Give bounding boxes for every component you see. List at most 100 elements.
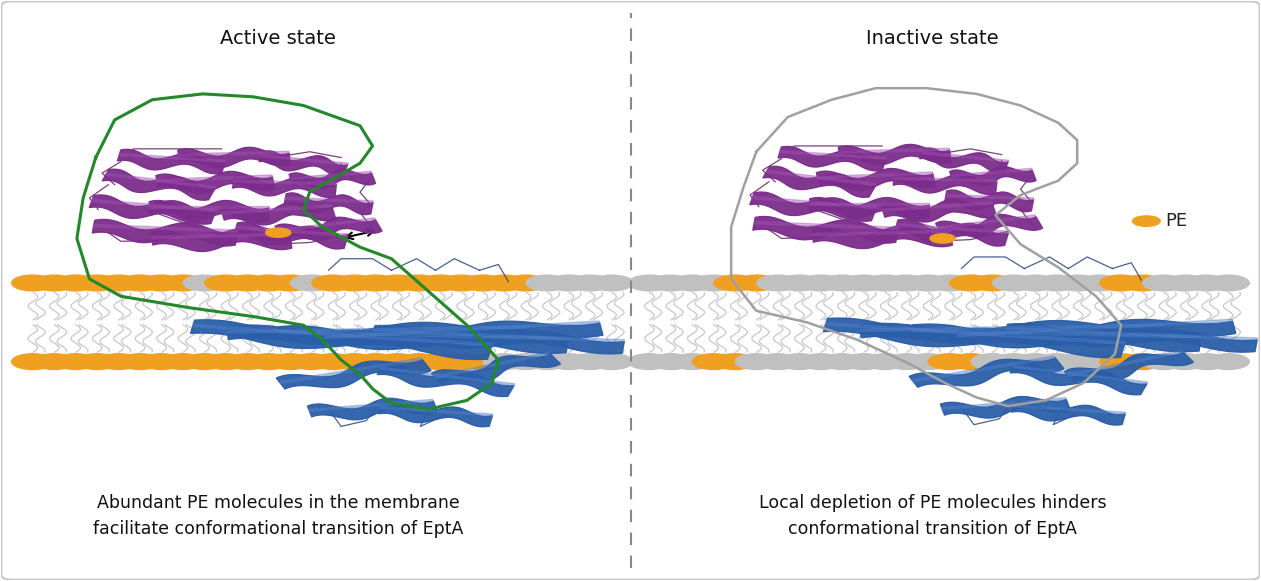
Ellipse shape bbox=[971, 275, 1014, 291]
Ellipse shape bbox=[590, 354, 633, 370]
Polygon shape bbox=[149, 206, 269, 208]
Polygon shape bbox=[1013, 405, 1126, 414]
Polygon shape bbox=[810, 203, 929, 205]
Ellipse shape bbox=[1035, 275, 1078, 291]
Polygon shape bbox=[233, 180, 337, 185]
Ellipse shape bbox=[885, 275, 928, 291]
Polygon shape bbox=[277, 326, 567, 353]
Ellipse shape bbox=[569, 275, 612, 291]
Polygon shape bbox=[897, 224, 1009, 234]
Ellipse shape bbox=[907, 354, 950, 370]
Ellipse shape bbox=[992, 354, 1035, 370]
Polygon shape bbox=[324, 321, 600, 339]
Ellipse shape bbox=[714, 275, 757, 291]
Ellipse shape bbox=[333, 275, 376, 291]
Ellipse shape bbox=[1185, 354, 1228, 370]
Polygon shape bbox=[881, 199, 996, 222]
Polygon shape bbox=[839, 148, 950, 153]
Polygon shape bbox=[767, 170, 876, 186]
Ellipse shape bbox=[1207, 275, 1250, 291]
Ellipse shape bbox=[397, 275, 440, 291]
Ellipse shape bbox=[504, 354, 547, 370]
Ellipse shape bbox=[76, 354, 119, 370]
Ellipse shape bbox=[54, 275, 97, 291]
Polygon shape bbox=[860, 324, 1163, 331]
Ellipse shape bbox=[929, 234, 955, 243]
Ellipse shape bbox=[1035, 354, 1078, 370]
Polygon shape bbox=[779, 150, 886, 159]
Ellipse shape bbox=[161, 354, 204, 370]
Polygon shape bbox=[92, 199, 217, 211]
Ellipse shape bbox=[821, 354, 864, 370]
Polygon shape bbox=[1067, 350, 1183, 376]
Polygon shape bbox=[812, 230, 951, 236]
Ellipse shape bbox=[714, 354, 757, 370]
Ellipse shape bbox=[269, 354, 311, 370]
Polygon shape bbox=[381, 407, 493, 416]
Ellipse shape bbox=[885, 354, 928, 370]
Polygon shape bbox=[236, 227, 348, 236]
Ellipse shape bbox=[33, 354, 76, 370]
Ellipse shape bbox=[1121, 354, 1164, 370]
Polygon shape bbox=[178, 148, 290, 168]
Ellipse shape bbox=[950, 354, 992, 370]
Ellipse shape bbox=[266, 228, 291, 237]
Ellipse shape bbox=[97, 275, 140, 291]
Ellipse shape bbox=[204, 354, 247, 370]
Polygon shape bbox=[381, 367, 514, 386]
Polygon shape bbox=[750, 192, 876, 221]
Ellipse shape bbox=[76, 275, 119, 291]
Polygon shape bbox=[193, 324, 492, 346]
Ellipse shape bbox=[97, 354, 140, 370]
Ellipse shape bbox=[778, 354, 821, 370]
Polygon shape bbox=[90, 195, 216, 224]
Polygon shape bbox=[946, 195, 1034, 200]
Polygon shape bbox=[276, 360, 431, 389]
Ellipse shape bbox=[226, 275, 269, 291]
Ellipse shape bbox=[799, 354, 842, 370]
Polygon shape bbox=[754, 221, 899, 229]
Polygon shape bbox=[275, 217, 382, 240]
Ellipse shape bbox=[864, 354, 907, 370]
Polygon shape bbox=[309, 399, 434, 411]
Ellipse shape bbox=[569, 354, 612, 370]
Polygon shape bbox=[227, 326, 530, 333]
Polygon shape bbox=[233, 222, 348, 249]
Polygon shape bbox=[222, 205, 332, 214]
Polygon shape bbox=[817, 172, 933, 179]
Text: Abundant PE molecules in the membrane
facilitate conformational transition of Ep: Abundant PE molecules in the membrane fa… bbox=[93, 494, 463, 538]
Ellipse shape bbox=[1057, 275, 1100, 291]
Polygon shape bbox=[823, 318, 1125, 358]
Polygon shape bbox=[149, 200, 269, 222]
Ellipse shape bbox=[290, 275, 333, 291]
Ellipse shape bbox=[1100, 275, 1142, 291]
Ellipse shape bbox=[1164, 275, 1207, 291]
Ellipse shape bbox=[504, 275, 547, 291]
Ellipse shape bbox=[440, 354, 483, 370]
Polygon shape bbox=[323, 321, 603, 346]
Polygon shape bbox=[936, 214, 1043, 237]
Polygon shape bbox=[957, 319, 1232, 337]
Polygon shape bbox=[752, 196, 876, 209]
Ellipse shape bbox=[971, 354, 1014, 370]
Ellipse shape bbox=[483, 354, 526, 370]
Ellipse shape bbox=[1164, 354, 1207, 370]
Ellipse shape bbox=[928, 354, 971, 370]
Polygon shape bbox=[839, 145, 951, 165]
Polygon shape bbox=[894, 219, 1009, 246]
Ellipse shape bbox=[140, 275, 183, 291]
Ellipse shape bbox=[462, 275, 504, 291]
Ellipse shape bbox=[1142, 275, 1185, 291]
Ellipse shape bbox=[864, 275, 907, 291]
Polygon shape bbox=[178, 151, 289, 156]
Polygon shape bbox=[812, 226, 952, 249]
Polygon shape bbox=[938, 215, 1037, 229]
Ellipse shape bbox=[757, 275, 799, 291]
Ellipse shape bbox=[290, 354, 333, 370]
Ellipse shape bbox=[183, 275, 226, 291]
Ellipse shape bbox=[119, 275, 161, 291]
Ellipse shape bbox=[671, 354, 714, 370]
Ellipse shape bbox=[204, 275, 247, 291]
Polygon shape bbox=[941, 397, 1071, 418]
Ellipse shape bbox=[11, 354, 54, 370]
